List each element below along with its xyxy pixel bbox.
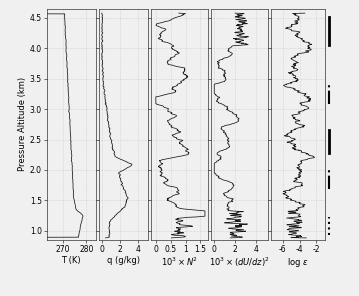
- X-axis label: T (K): T (K): [61, 256, 81, 265]
- X-axis label: $10^3 \times N^2$: $10^3 \times N^2$: [161, 256, 198, 268]
- Y-axis label: Pressure Altitude (km): Pressure Altitude (km): [18, 77, 27, 171]
- X-axis label: q (g/kg): q (g/kg): [107, 256, 140, 265]
- X-axis label: log $\varepsilon$: log $\varepsilon$: [287, 256, 309, 269]
- X-axis label: $10^3 \times (dU/dz)^2$: $10^3 \times (dU/dz)^2$: [209, 256, 270, 269]
